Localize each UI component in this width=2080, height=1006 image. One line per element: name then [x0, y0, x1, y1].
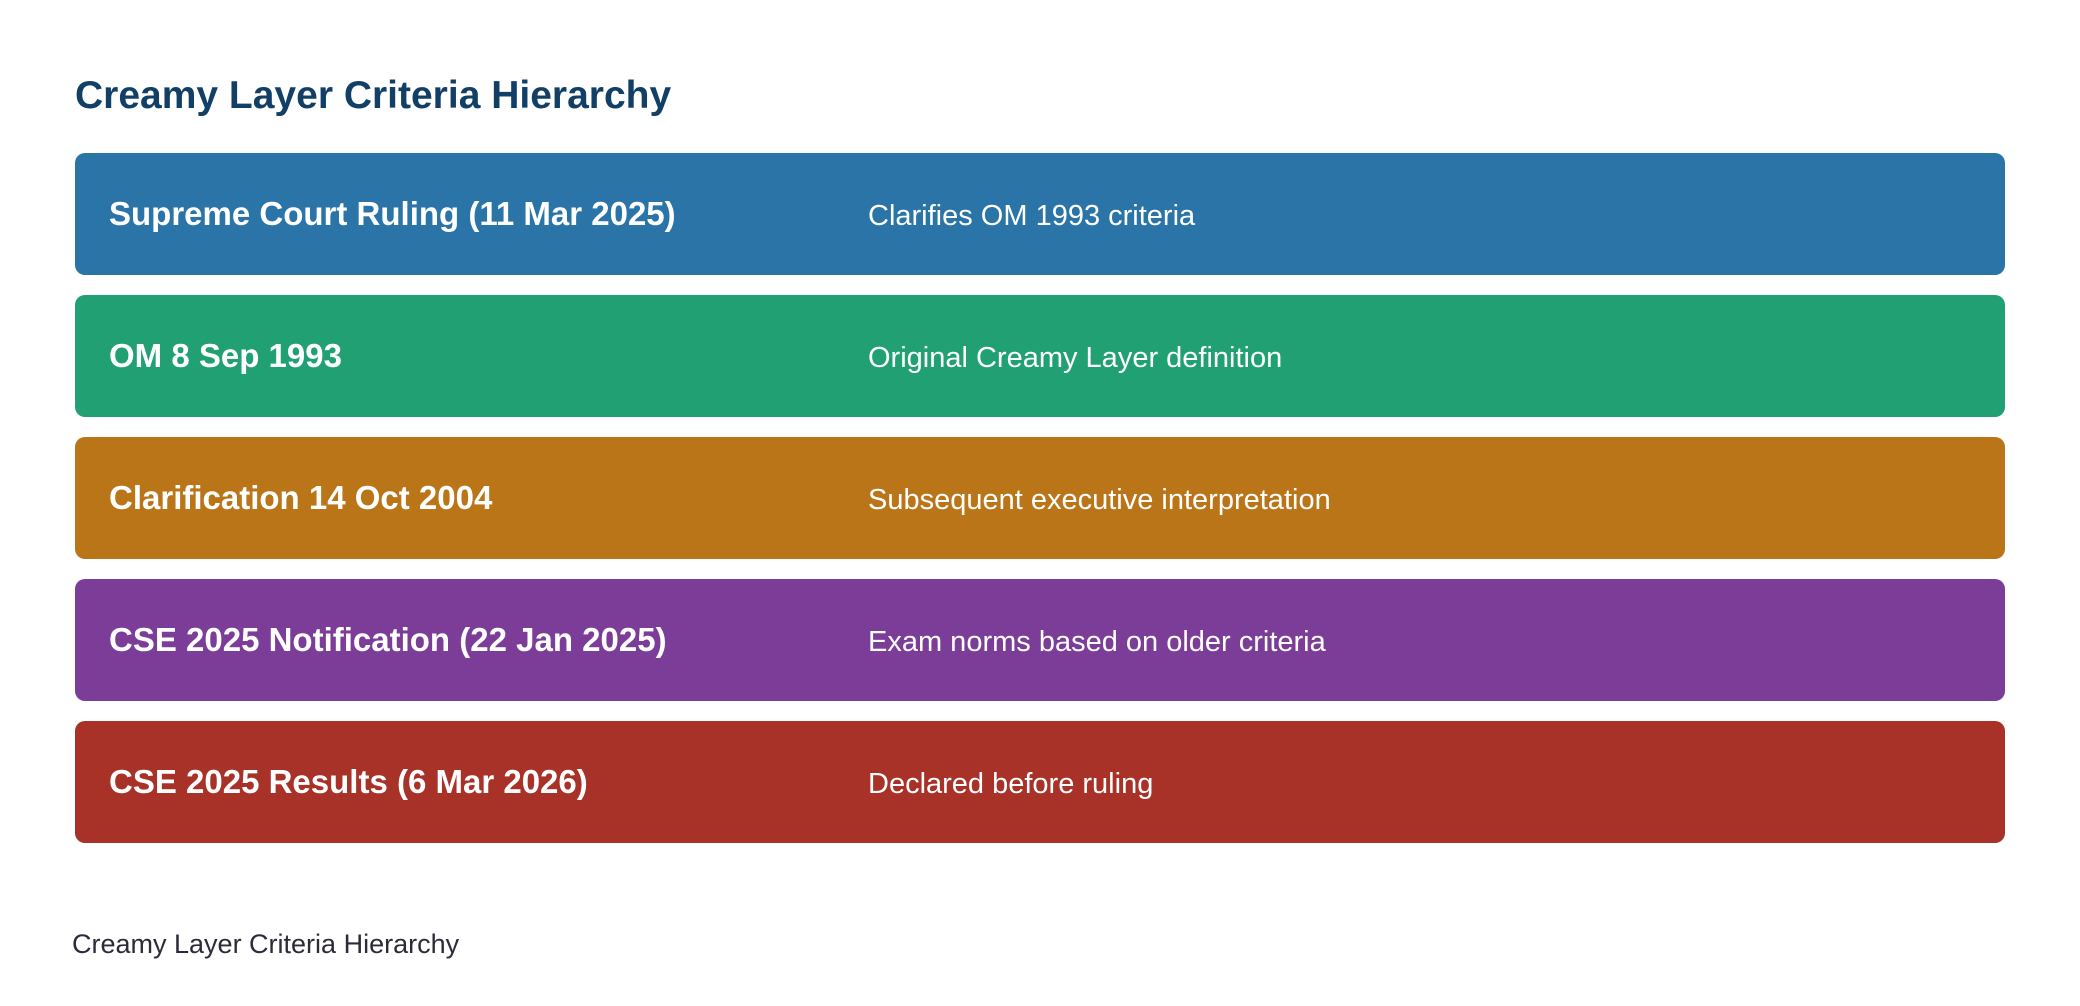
level-description: Declared before ruling: [868, 768, 1154, 800]
hierarchy-level-cse-2025-notification: CSE 2025 Notification (22 Jan 2025) Exam…: [75, 579, 2005, 701]
hierarchy-level-clarification-2004: Clarification 14 Oct 2004 Subsequent exe…: [75, 437, 2005, 559]
hierarchy-list: Supreme Court Ruling (11 Mar 2025) Clari…: [75, 153, 2005, 863]
hierarchy-level-cse-2025-results: CSE 2025 Results (6 Mar 2026) Declared b…: [75, 721, 2005, 843]
diagram-title: Creamy Layer Criteria Hierarchy: [75, 74, 672, 117]
level-description: Subsequent executive interpretation: [868, 484, 1331, 516]
level-name: CSE 2025 Results (6 Mar 2026): [109, 763, 588, 800]
hierarchy-level-om-1993: OM 8 Sep 1993 Original Creamy Layer defi…: [75, 295, 2005, 417]
level-name: CSE 2025 Notification (22 Jan 2025): [109, 621, 667, 658]
level-name: OM 8 Sep 1993: [109, 337, 342, 374]
level-name: Supreme Court Ruling (11 Mar 2025): [109, 195, 676, 232]
hierarchy-level-supreme-court-ruling: Supreme Court Ruling (11 Mar 2025) Clari…: [75, 153, 2005, 275]
level-description: Original Creamy Layer definition: [868, 342, 1283, 374]
level-description: Clarifies OM 1993 criteria: [868, 200, 1196, 232]
level-description: Exam norms based on older criteria: [868, 626, 1326, 658]
diagram-caption: Creamy Layer Criteria Hierarchy: [72, 929, 460, 959]
level-name: Clarification 14 Oct 2004: [109, 479, 493, 516]
